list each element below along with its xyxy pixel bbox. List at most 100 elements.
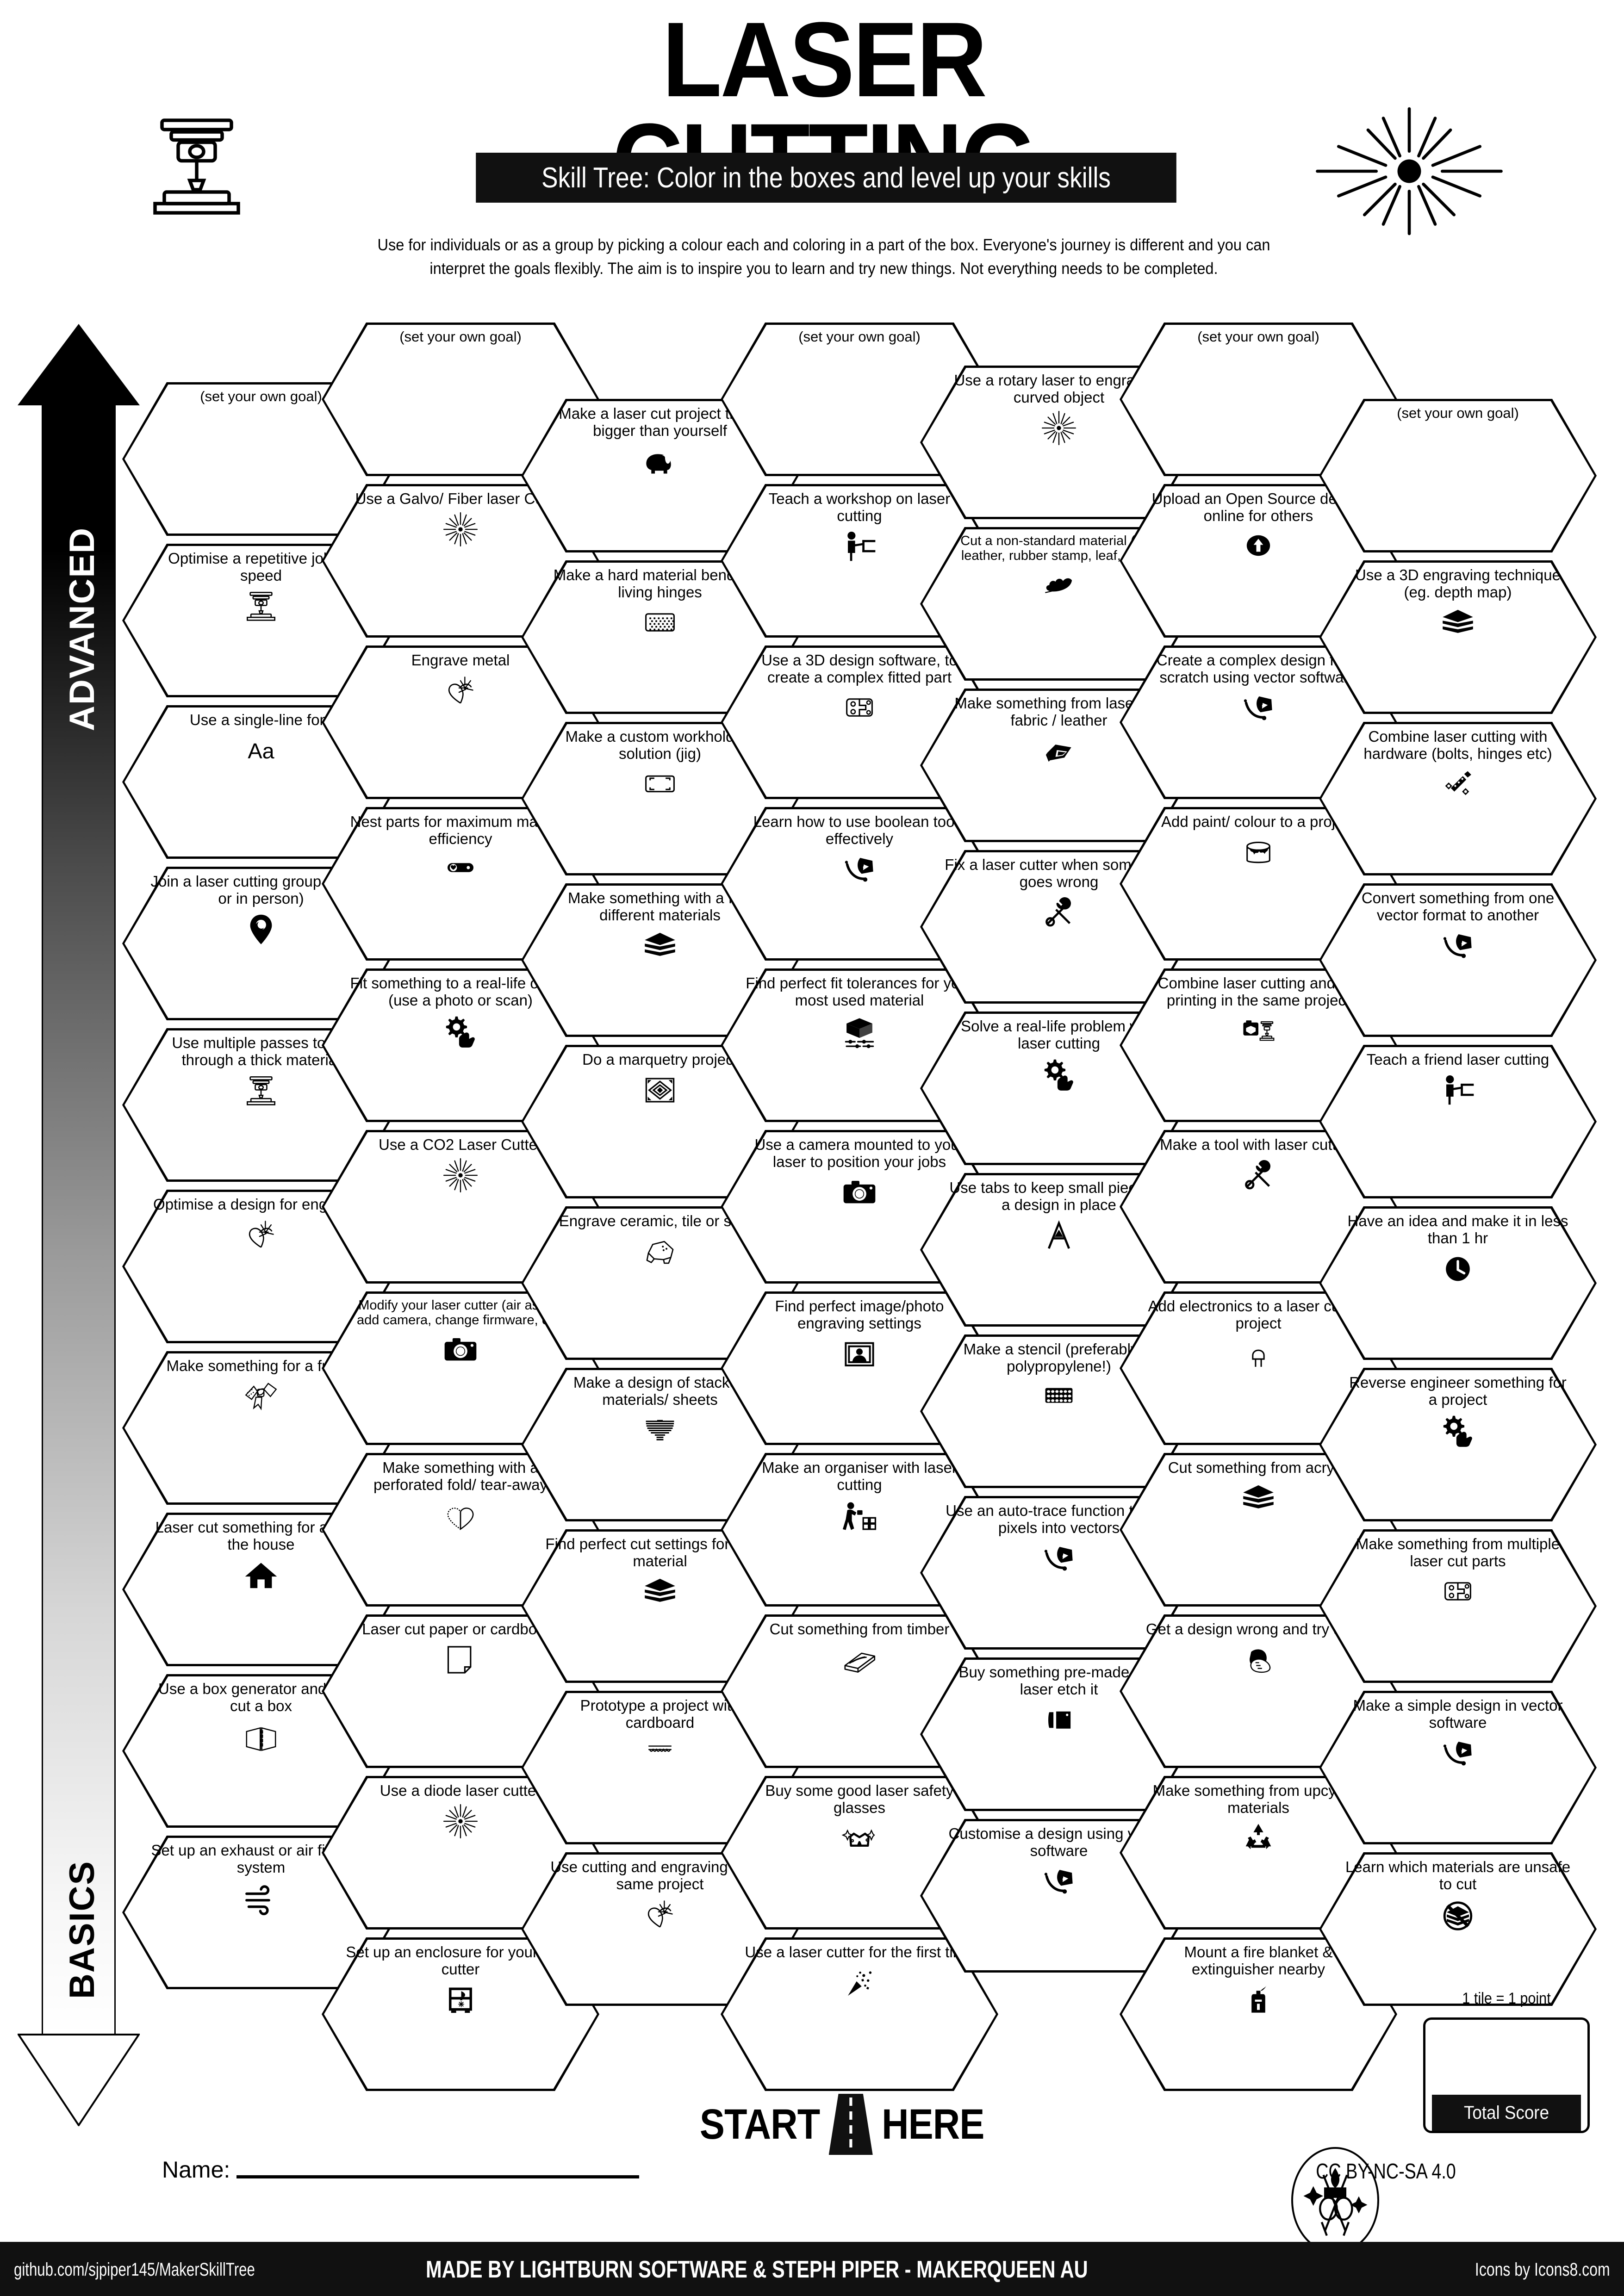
house-icon <box>243 1557 279 1593</box>
skill-tile[interactable]: Convert something from one vector format… <box>1319 883 1597 1037</box>
here-label: HERE <box>882 2100 984 2148</box>
hex-content: Buy some good laser safety glasses <box>721 1776 998 1930</box>
hex-content: (set your own goal) <box>1120 323 1397 476</box>
camera-icon <box>841 1174 877 1210</box>
hex-fill[interactable] <box>1321 1209 1594 1358</box>
skill-tile-label: Optimise a repetitive job for speed <box>168 550 354 584</box>
laser-burst-decor-icon <box>1310 106 1509 238</box>
skill-tile[interactable]: Learn which materials are unsafe to cut <box>1319 1852 1597 2006</box>
laser-burst-icon <box>442 511 479 547</box>
skill-tile[interactable]: (set your own goal) <box>1319 399 1597 552</box>
laser-machine-icon <box>139 111 255 229</box>
hex-content: Reverse engineer something for a project <box>1319 1368 1597 1521</box>
enclosure-icon <box>442 1982 479 2018</box>
corrugated-icon <box>638 1735 682 1764</box>
layers-icon <box>1440 605 1476 641</box>
skill-tile[interactable]: Create a complex design from scratch usi… <box>1120 645 1397 799</box>
road-icon <box>828 2094 873 2155</box>
gears-hand-icon <box>442 1013 479 1049</box>
hex-content: Create a complex design from scratch usi… <box>1120 645 1397 799</box>
skill-tile[interactable]: (set your own goal) <box>322 323 599 476</box>
hex-fill[interactable] <box>1321 886 1594 1035</box>
skill-tile-label: Do a marquetry project <box>582 1051 738 1068</box>
skill-tile-label: Use a camera mounted to your laser to po… <box>754 1136 964 1170</box>
skill-tile[interactable]: Use a laser cutter for the first time <box>721 1937 998 2091</box>
hex-content: Set up an exhaust or air filtration syst… <box>122 1836 400 1989</box>
skill-tile-label: Use a single-line font <box>189 711 333 728</box>
skill-tile[interactable]: Reverse engineer something for a project <box>1319 1368 1597 1521</box>
name-field-row[interactable]: Name: <box>162 2156 640 2183</box>
no-cut-icon <box>1438 1897 1477 1934</box>
hex-content: Cut something from timber <box>721 1614 998 1768</box>
paint-bucket-icon <box>1238 834 1278 869</box>
pen-tool-icon <box>1440 928 1476 964</box>
hex-content: Combine laser cutting with hardware (bol… <box>1319 722 1597 875</box>
skill-tile[interactable]: Have an idea and make it in less than 1 … <box>1319 1206 1597 1360</box>
skill-tile-label: (set your own goal) <box>798 329 921 345</box>
page-footer: github.com/sjpiper145/MakerSkillTree MAD… <box>0 2242 1624 2296</box>
pen-tool-icon <box>1440 1735 1476 1771</box>
engrave-heart-icon <box>642 1897 678 1933</box>
hex-fill[interactable] <box>1321 1693 1594 1842</box>
hex-fill[interactable] <box>1321 724 1594 873</box>
photo-frame-icon <box>841 1336 877 1372</box>
footer-repo-link[interactable]: github.com/sjpiper145/MakerSkillTree <box>14 2259 255 2280</box>
tabs-a-icon <box>1041 1217 1077 1253</box>
timber-icon <box>837 1642 882 1678</box>
upload-icon <box>1238 528 1278 563</box>
organiser-icon <box>837 1497 882 1535</box>
skill-tile-label: Reverse engineer something for a project <box>1349 1374 1567 1408</box>
hex-content: Cut something from acrylic <box>1120 1453 1397 1607</box>
hex-fill[interactable] <box>1321 401 1594 550</box>
skill-tile-label: Make something with a few different mate… <box>567 889 752 924</box>
hex-fill[interactable] <box>1321 1532 1594 1681</box>
laser-burst-icon <box>1041 410 1077 446</box>
bow-gift-icon <box>237 1378 285 1415</box>
hex-content: Do a marquetry project <box>521 1045 799 1198</box>
jig-frame-icon <box>639 766 681 801</box>
name-input-line[interactable] <box>236 2175 640 2178</box>
skill-tile[interactable]: Combine laser cutting with hardware (bol… <box>1319 722 1597 875</box>
skill-tile-label: Make a laser cut project that's bigger t… <box>559 405 761 439</box>
skill-tile[interactable]: Teach a friend laser cutting <box>1319 1045 1597 1198</box>
extinguisher-icon <box>1241 1982 1276 2019</box>
camera-icon <box>442 1332 479 1368</box>
start-label: START <box>699 2100 820 2148</box>
skill-tile[interactable]: Make something from multiple laser cut p… <box>1319 1529 1597 1683</box>
hex-fill[interactable] <box>1321 563 1594 712</box>
total-score-box[interactable]: Total Score <box>1423 2017 1590 2133</box>
perforated-heart-icon <box>442 1497 479 1533</box>
led-icon <box>1240 1336 1277 1371</box>
skill-tile[interactable]: Use a 3D engraving technique (eg. depth … <box>1319 560 1597 714</box>
score-card[interactable]: Total Score <box>1423 2017 1590 2133</box>
pen-tool-icon <box>1041 1863 1077 1899</box>
skill-tile[interactable]: Fix a laser cutter when something goes w… <box>920 850 1198 1004</box>
skill-tile-label: (set your own goal) <box>1197 329 1319 345</box>
hex-content: (set your own goal) <box>721 323 998 476</box>
arrow-shaft <box>42 403 116 2036</box>
paper-sheet-icon <box>442 1642 479 1678</box>
confetti-icon <box>841 1965 877 2001</box>
hex-content: (set your own goal) <box>1319 399 1597 552</box>
skill-tile-label: Use a 3D design software, to create a co… <box>761 652 958 686</box>
elephant-icon <box>642 443 678 479</box>
skill-tile-label: Make an organiser with laser cutting <box>762 1459 957 1493</box>
skill-tile[interactable]: Make a simple design in vector software <box>1319 1691 1597 1844</box>
tolerance-box-icon <box>839 1013 880 1051</box>
layers-icon <box>642 928 678 964</box>
skill-tile-label: Set up an exhaust or air filtration syst… <box>151 1842 371 1876</box>
hex-fill[interactable] <box>723 1940 996 2089</box>
pen-tool-icon <box>841 851 877 887</box>
hex-content: Engrave ceramic, tile or stone <box>521 1206 799 1360</box>
skill-tile-label: Combine laser cutting with hardware (bol… <box>1363 728 1552 762</box>
hex-content: Make something with a perforated fold/ t… <box>322 1453 599 1607</box>
hex-content: Make a design of stacked materials/ shee… <box>521 1368 799 1521</box>
skill-tile-label: Mount a fire blanket & extinguisher near… <box>1184 1943 1333 1978</box>
hex-content: Make a stencil (preferably in polypropyl… <box>920 1334 1198 1488</box>
skill-tile-label: (set your own goal) <box>399 329 522 345</box>
nesting-icon <box>438 851 483 884</box>
stone-icon <box>642 1234 678 1270</box>
layers-icon <box>642 1574 678 1610</box>
hex-fill[interactable] <box>1321 1047 1594 1196</box>
